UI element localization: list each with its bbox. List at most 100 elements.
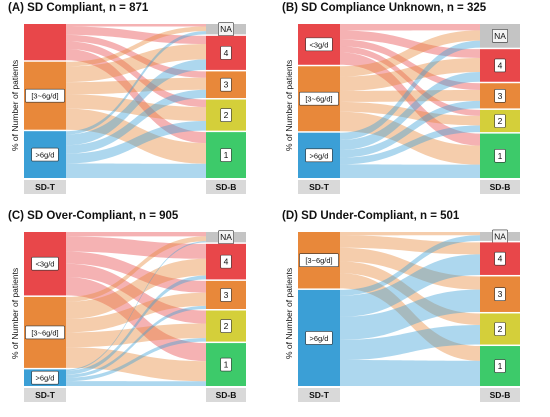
flow-ribbon — [66, 347, 206, 382]
right-axis-label: SD-B — [216, 390, 237, 400]
flow-ribbon — [340, 289, 480, 340]
flow-ribbon — [340, 235, 480, 296]
right-node-label-box — [494, 322, 506, 336]
flow-ribbon — [340, 261, 480, 325]
flow-ribbon — [340, 324, 480, 361]
flow-ribbon — [340, 273, 480, 361]
right-axis-label: SD-B — [490, 182, 511, 192]
left-node: >6g/d — [24, 131, 66, 178]
flow-ribbon — [66, 275, 206, 375]
flow-ribbon — [66, 24, 206, 27]
right-node-label-box — [220, 357, 232, 372]
left-node-bar — [24, 24, 66, 61]
panel-title: (A) SD Compliant, n = 871 — [8, 2, 149, 14]
left-node: [3~6g/d] — [24, 296, 66, 368]
left-axis-label: SD-T — [309, 390, 330, 400]
left-node-label-box — [299, 91, 339, 106]
left-node-label: >6g/d — [36, 151, 55, 160]
flow-ribbon — [66, 77, 206, 95]
flow-ribbon — [340, 52, 480, 146]
flow-ribbon — [66, 236, 206, 302]
right-axis-label-box — [206, 180, 246, 194]
right-node-label-box — [220, 254, 232, 269]
left-axis-label: SD-T — [35, 182, 56, 192]
right-node-label-box — [494, 114, 506, 128]
right-node: 4 — [206, 243, 246, 280]
right-axis-label: SD-B — [490, 390, 511, 400]
right-node: 4 — [206, 35, 246, 70]
sankey-diagram: <3g/d [3~6g/d] >6g/d NA 4 3 2 1 SD-T SD-B — [298, 24, 520, 194]
left-node-label: >6g/d — [310, 151, 329, 160]
panel-title: (C) SD Over-Compliant, n = 905 — [8, 210, 179, 222]
right-node: NA — [206, 22, 246, 36]
left-node-label-box — [31, 370, 59, 385]
flow-ribbon — [66, 44, 206, 83]
right-node-label: NA — [220, 232, 232, 242]
flow-ribbon — [66, 94, 206, 121]
left-node-label-box — [31, 147, 59, 162]
flow-ribbon — [340, 111, 480, 165]
flow-ribbon — [66, 41, 206, 107]
right-node: 2 — [206, 310, 246, 342]
right-node: 4 — [480, 242, 520, 275]
flow-ribbon — [66, 34, 206, 78]
left-axis-label-box — [24, 180, 66, 194]
right-node-label: 3 — [224, 290, 229, 300]
flow-ribbon — [340, 235, 480, 255]
sankey-diagram: [3~6g/d] >6g/d NA 4 3 2 1 SD-T SD-B — [24, 22, 246, 194]
left-node: <3g/d — [24, 232, 66, 296]
flow-ribbon — [340, 100, 480, 158]
left-node-label-box — [25, 325, 65, 340]
right-node: 2 — [480, 109, 520, 133]
sankey-diagram: <3g/d [3~6g/d] >6g/d NA 4 3 2 1 SD-T SD-B — [24, 230, 246, 402]
right-node-label-box — [220, 77, 232, 92]
left-node: <3g/d — [298, 24, 340, 65]
right-node: 2 — [206, 99, 246, 131]
left-node: >6g/d — [24, 369, 66, 386]
right-axis-label-box — [480, 388, 520, 402]
left-node: [3~6g/d] — [298, 66, 340, 132]
flow-ribbon — [340, 254, 480, 317]
flow-ribbon — [66, 251, 206, 293]
flow-ribbon — [66, 277, 206, 362]
flow-ribbon — [340, 232, 480, 236]
flow-ribbon — [66, 120, 206, 164]
panel-d: (D) SD Under-Compliant, n = 501% of Numb… — [280, 210, 550, 410]
flow-ribbon — [66, 258, 206, 319]
right-axis-label-box — [206, 388, 246, 402]
flow-ribbon — [340, 360, 480, 386]
right-node: 3 — [480, 276, 520, 312]
right-node-label: NA — [494, 231, 506, 241]
right-node: 3 — [206, 71, 246, 99]
left-node-label: [3~6g/d] — [305, 256, 332, 265]
right-node-label: 4 — [224, 257, 229, 267]
flow-ribbon — [66, 305, 206, 378]
flow-ribbon — [66, 163, 206, 178]
right-node-label-box — [494, 287, 506, 301]
right-node-label: 1 — [224, 360, 229, 370]
right-node: 1 — [206, 343, 246, 386]
flow-ribbon — [340, 90, 480, 102]
left-node: >6g/d — [298, 132, 340, 178]
flow-ribbon — [340, 101, 480, 126]
right-node: NA — [480, 24, 520, 48]
flow-ribbon — [66, 232, 206, 237]
right-node: 4 — [480, 49, 520, 82]
right-node-label-box — [494, 359, 506, 373]
panel-title: (B) SD Compliance Unknown, n = 325 — [282, 2, 487, 14]
right-node-label: 2 — [224, 321, 229, 331]
left-node-label: [3~6g/d] — [305, 95, 332, 104]
left-node-label-box — [305, 37, 333, 52]
right-node-label: NA — [494, 31, 506, 41]
left-axis-label: SD-T — [35, 390, 56, 400]
panel-c: (C) SD Over-Compliant, n = 905% of Numbe… — [6, 210, 276, 410]
right-node-label-box — [218, 230, 234, 244]
panel-title: (D) SD Under-Compliant, n = 501 — [282, 210, 460, 222]
right-node: 3 — [480, 83, 520, 109]
left-axis-label-box — [24, 388, 66, 402]
flow-ribbon — [66, 26, 206, 67]
right-node-label: 3 — [224, 80, 229, 90]
left-node-label-box — [305, 148, 333, 163]
flow-ribbons — [340, 232, 480, 386]
right-node-label: 2 — [498, 116, 503, 126]
